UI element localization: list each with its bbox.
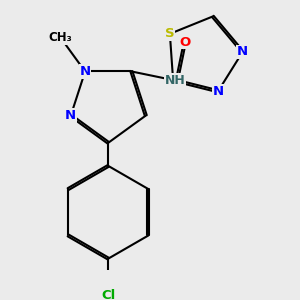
Text: Cl: Cl: [101, 289, 116, 300]
Text: S: S: [165, 27, 175, 40]
Text: CH₃: CH₃: [49, 31, 73, 44]
Text: N: N: [80, 65, 91, 78]
Text: O: O: [179, 36, 190, 49]
Text: N: N: [212, 85, 224, 98]
Text: NH: NH: [165, 74, 185, 87]
Text: N: N: [65, 109, 76, 122]
Text: N: N: [237, 45, 248, 58]
